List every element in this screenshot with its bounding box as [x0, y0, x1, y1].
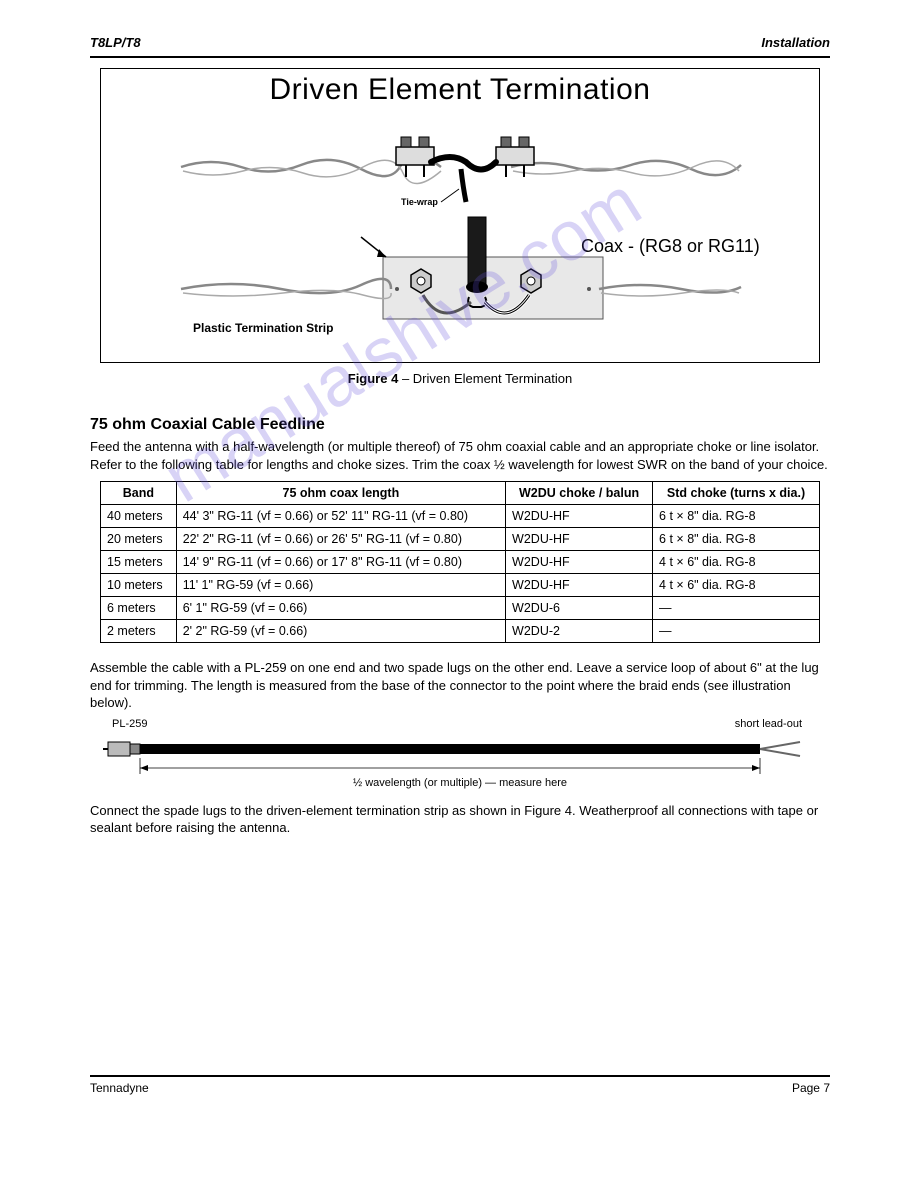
svg-text:Coax - (RG8 or RG11): Coax - (RG8 or RG11) [581, 236, 760, 256]
figure-number: Figure 4 [348, 371, 399, 386]
header-left: T8LP/T8 [90, 35, 141, 50]
col-length: 75 ohm coax length [176, 482, 505, 505]
table-row: 2 meters 2' 2" RG-59 (vf = 0.66) W2DU-2 … [101, 620, 820, 643]
termination-diagram: Driven Element Termination Tie-wrap [100, 68, 820, 363]
cable-svg [100, 724, 820, 784]
table-row: 20 meters 22' 2" RG-11 (vf = 0.66) or 26… [101, 528, 820, 551]
footer-left: Tennadyne [90, 1081, 149, 1095]
cable-illustration: PL-259 short lead-out ½ wavelength (or m… [100, 724, 820, 784]
page-header: T8LP/T8 Installation [90, 35, 830, 58]
coax-section-title: 75 ohm Coaxial Cable Feedline [90, 416, 830, 434]
table-row: 6 meters 6' 1" RG-59 (vf = 0.66) W2DU-6 … [101, 597, 820, 620]
figure-4-caption: Figure 4 – Driven Element Termination [90, 371, 830, 386]
table-header-row: Band 75 ohm coax length W2DU choke / bal… [101, 482, 820, 505]
diagram-title: Driven Element Termination [101, 69, 819, 107]
page-footer: Tennadyne Page 7 [90, 1075, 830, 1095]
connector-label: PL-259 [112, 718, 147, 730]
table-row: 40 meters 44' 3" RG-11 (vf = 0.66) or 52… [101, 505, 820, 528]
assembly-note: Assemble the cable with a PL-259 on one … [90, 659, 830, 712]
footer-right: Page 7 [792, 1081, 830, 1095]
table-row: 15 meters 14' 9" RG-11 (vf = 0.66) or 17… [101, 551, 820, 574]
col-band: Band [101, 482, 177, 505]
svg-text:Tie-wrap: Tie-wrap [401, 197, 438, 207]
col-choke: W2DU choke / balun [506, 482, 653, 505]
header-right: Installation [761, 35, 830, 50]
leadout-label: short lead-out [735, 718, 802, 730]
diagram-svg: Tie-wrap [101, 107, 821, 362]
coax-length-table: Band 75 ohm coax length W2DU choke / bal… [100, 481, 820, 643]
table-row: 10 meters 11' 1" RG-59 (vf = 0.66) W2DU-… [101, 574, 820, 597]
figure-desc: – Driven Element Termination [398, 371, 572, 386]
final-paragraph: Connect the spade lugs to the driven-ele… [90, 802, 830, 837]
svg-text:Plastic Termination Strip: Plastic Termination Strip [193, 321, 333, 335]
col-stdchoke: Std choke (turns x dia.) [653, 482, 820, 505]
page-content: T8LP/T8 Installation Driven Element Term… [90, 35, 830, 845]
coax-section-para: Feed the antenna with a half-wavelength … [90, 438, 830, 473]
